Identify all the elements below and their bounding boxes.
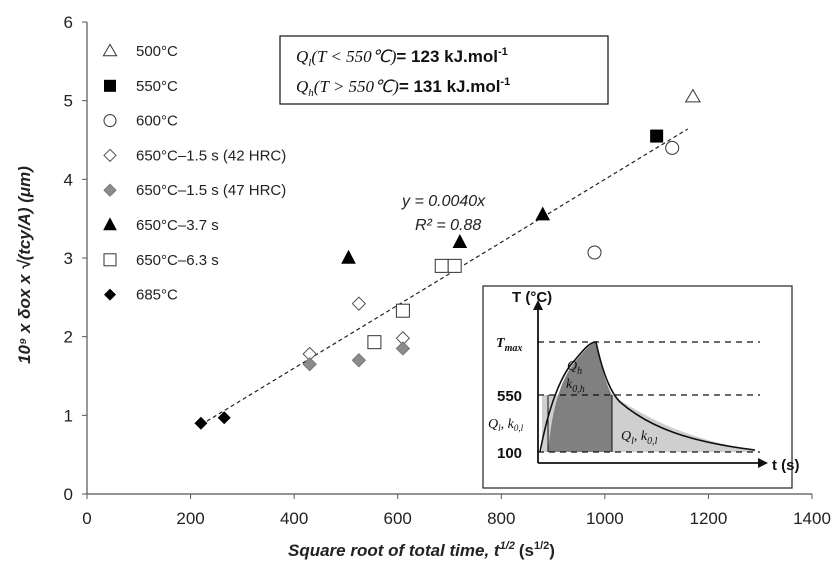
x-tick-label: 800	[487, 509, 515, 528]
data-point-series-0	[684, 88, 701, 103]
y-tick-label: 2	[64, 328, 73, 347]
legend-marker-0	[102, 43, 118, 57]
inset-schematic: T (°C) t (s) Tmax 550 100 Qh k0,h Ql, k0…	[482, 285, 800, 489]
y-tick-label: 4	[64, 170, 73, 189]
data-point-series-4	[351, 353, 367, 368]
data-point-series-6	[434, 258, 449, 273]
q-low-label: Ql(T < 550℃)= 123 kJ.mol-1	[296, 46, 508, 69]
x-tick-label: 600	[384, 509, 412, 528]
data-point-series-6	[395, 303, 410, 318]
data-point-series-4	[302, 356, 317, 372]
legend-marker-5	[103, 217, 117, 231]
legend-label-0: 500°C	[136, 43, 178, 60]
data-point-series-6	[367, 335, 382, 350]
legend-marker-6	[103, 253, 117, 267]
inset-ql-right-label: Ql, k0,l	[621, 429, 658, 447]
legend-marker-2	[103, 114, 117, 128]
x-tick-label: 1400	[793, 509, 831, 528]
data-points	[194, 88, 701, 430]
legend-marker-3	[103, 148, 117, 163]
inset-tmax-label: Tmax	[496, 336, 522, 354]
legend-label-1: 550°C	[136, 78, 178, 95]
x-tick-label: 1200	[690, 509, 728, 528]
inset-100-label: 100	[497, 445, 522, 462]
legend-marker-1	[104, 79, 116, 92]
legend-label-3: 650°C–1.5 s (42 HRC)	[136, 147, 286, 164]
legend-label-2: 600°C	[136, 113, 178, 130]
inset-region-dark	[548, 342, 612, 452]
legend-marker-4	[103, 183, 117, 197]
data-point-series-6	[447, 258, 462, 273]
trendline-equation: y = 0.0040x	[401, 193, 486, 210]
tick-labels: 0 200 400 600 800 1000 1200 1400 0 1 2 3 4 5 6	[64, 13, 831, 528]
data-point-series-7	[194, 416, 208, 430]
data-point-series-5	[341, 249, 356, 264]
data-point-series-1	[650, 129, 664, 143]
x-tick-label: 0	[82, 509, 91, 528]
x-tick-label: 200	[176, 509, 204, 528]
inset-k0h-label: k0,h	[566, 377, 585, 395]
legend-marker-7	[104, 288, 116, 301]
legend-label-6: 650°C–6.3 s	[136, 252, 219, 269]
inset-y-label: T (°C)	[512, 289, 552, 306]
axes	[82, 21, 813, 499]
x-tick-label: 1000	[586, 509, 624, 528]
inset-qh-label: Qh	[567, 359, 582, 377]
data-point-series-5	[535, 206, 551, 221]
y-tick-label: 5	[64, 92, 73, 111]
y-tick-label: 3	[64, 249, 73, 268]
x-axis-title: Square root of total time, t1/2 (s1/2)	[288, 540, 555, 560]
y-axis-title: 10⁹ x δox x √(tcy/A) (μm)	[15, 166, 34, 364]
trendline	[200, 128, 689, 426]
data-point-series-7	[217, 411, 231, 425]
trendline-group	[200, 128, 689, 426]
inset-x-label: t (s)	[772, 457, 800, 474]
data-point-series-3	[351, 296, 367, 311]
q-high-label: Qh(T > 550℃)= 131 kJ.mol-1	[296, 76, 510, 99]
legend-label-4: 650°C–1.5 s (47 HRC)	[136, 182, 286, 199]
y-tick-label: 6	[64, 13, 73, 32]
activation-energy-box: Ql(T < 550℃)= 123 kJ.mol-1 Qh(T > 550℃)=…	[279, 35, 609, 105]
data-point-series-4	[395, 341, 411, 356]
y-tick-label: 0	[64, 485, 73, 504]
data-point-series-2	[587, 245, 602, 260]
trendline-r2: R² = 0.88	[415, 217, 481, 234]
legend: 500°C 550°C 600°C 650°C–1.5 s (42 HRC) 650°C…	[102, 43, 286, 304]
inset-temperature-curve	[539, 341, 756, 453]
y-tick-label: 1	[64, 406, 73, 425]
data-point-series-2	[665, 140, 680, 155]
inset-550-label: 550	[497, 388, 522, 405]
legend-label-5: 650°C–3.7 s	[136, 217, 219, 234]
x-tick-label: 400	[280, 509, 308, 528]
legend-label-7: 685°C	[136, 287, 178, 304]
data-point-series-5	[452, 234, 468, 248]
inset-ql-left-label: Ql, k0,l	[488, 417, 524, 433]
